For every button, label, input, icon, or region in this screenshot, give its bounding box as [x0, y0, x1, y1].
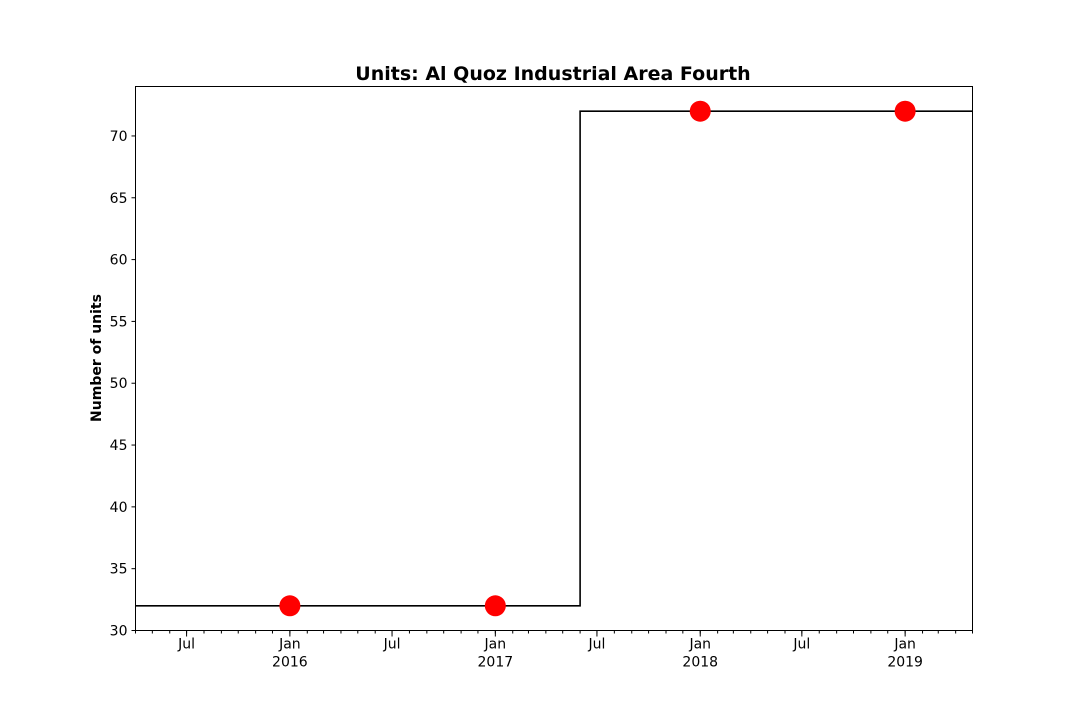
- x-tick-label: Jul: [587, 637, 605, 653]
- x-tick-year-label: 2017: [478, 655, 514, 671]
- step-line: [135, 110, 973, 607]
- y-tick-label: 70: [110, 129, 128, 145]
- y-tick-label: 65: [110, 191, 128, 207]
- chart-title: Units: Al Quoz Industrial Area Fourth: [355, 63, 750, 85]
- x-tick-label: Jan: [893, 637, 916, 653]
- data-point-marker: [484, 595, 506, 617]
- x-tick-label: Jan: [484, 637, 507, 653]
- data-point-marker: [279, 595, 301, 617]
- y-tick-label: 30: [110, 624, 128, 640]
- x-tick-label: Jan: [278, 637, 301, 653]
- plot-area: [135, 100, 973, 617]
- y-tick-label: 45: [110, 438, 128, 454]
- x-tick-year-label: 2018: [682, 655, 718, 671]
- data-point-marker: [689, 100, 711, 122]
- y-tick-label: 55: [110, 314, 128, 330]
- y-tick-label: 50: [110, 376, 128, 392]
- data-point-marker: [894, 100, 916, 122]
- x-tick-label: Jul: [177, 637, 195, 653]
- x-tick-label: Jul: [792, 637, 810, 653]
- axes: 30 35 40 45 50 55 60 65 70 Jul Jan 2016 Jul Jan 2017 Ju…: [110, 129, 973, 671]
- y-tick-label: 60: [110, 253, 128, 269]
- y-tick-label: 40: [110, 500, 128, 516]
- y-axis-label: Number of units: [89, 294, 105, 422]
- x-tick-label: Jul: [383, 637, 401, 653]
- x-tick-year-label: 2016: [272, 655, 308, 671]
- x-tick-label: Jan: [688, 637, 711, 653]
- x-tick-year-label: 2019: [887, 655, 923, 671]
- plot-frame: [135, 86, 973, 631]
- y-tick-label: 35: [110, 562, 128, 578]
